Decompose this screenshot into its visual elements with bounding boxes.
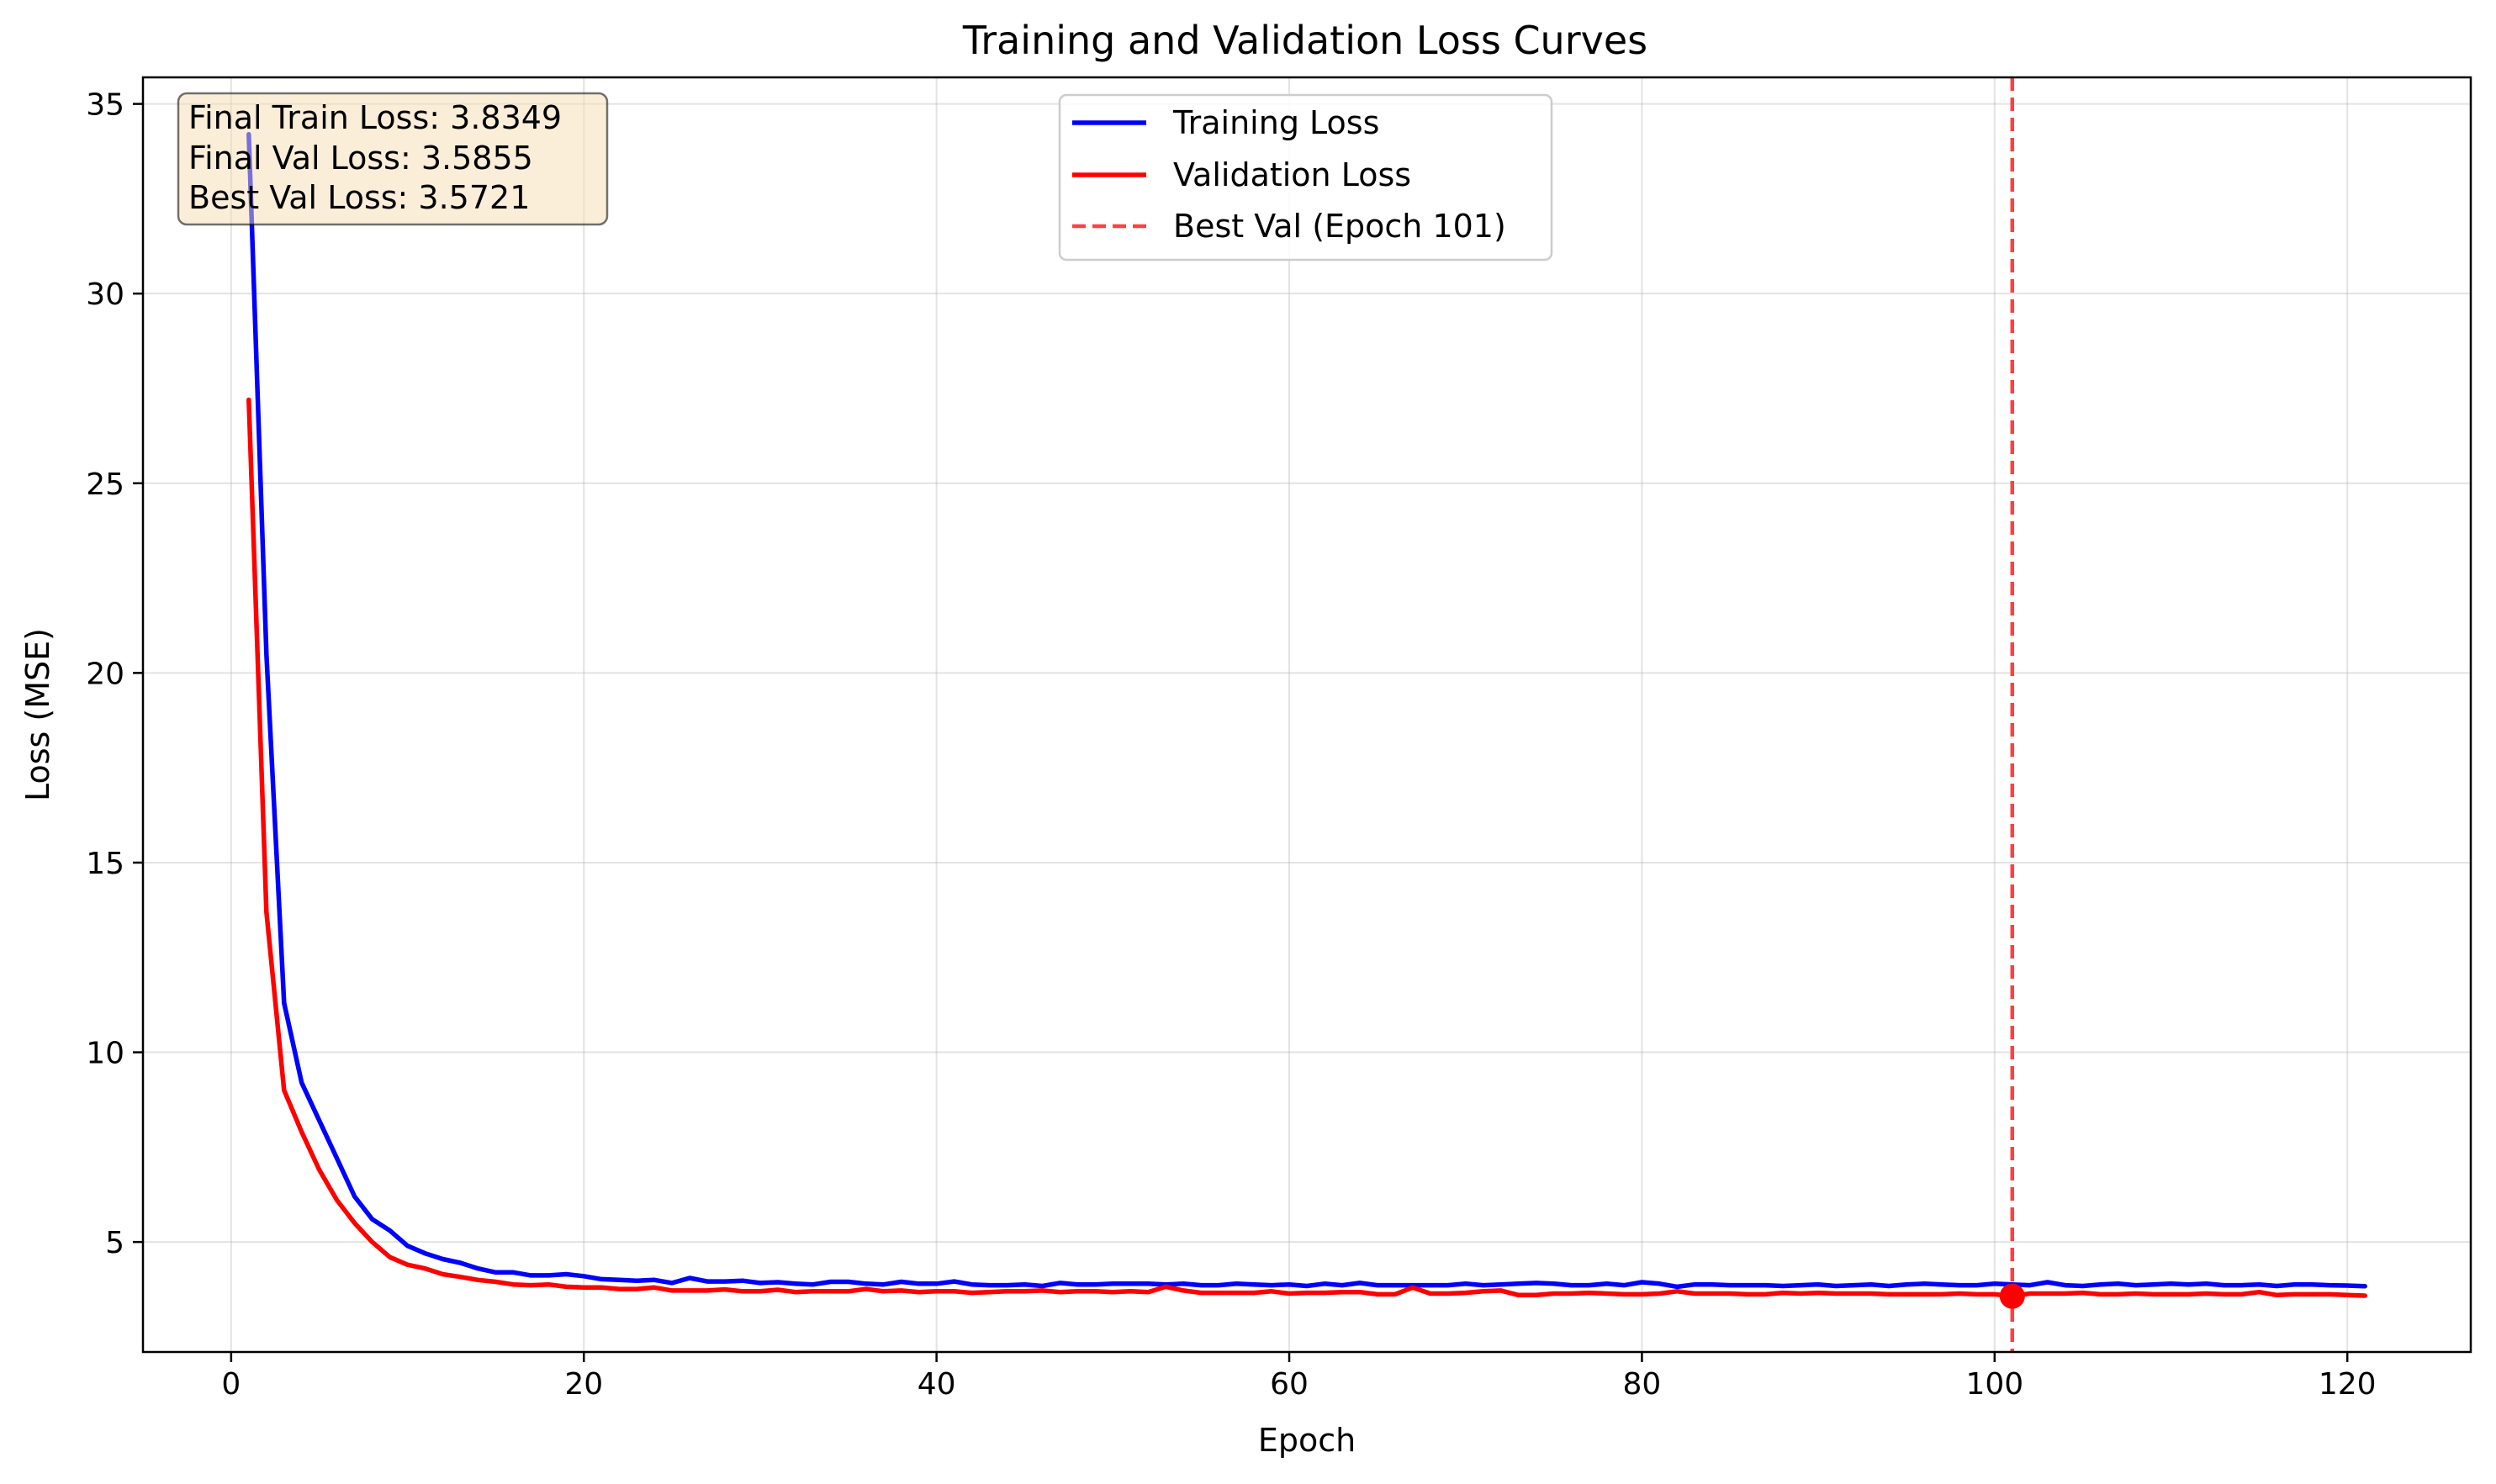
x-tick-label: 40: [917, 1367, 956, 1402]
stats-box-background: [177, 92, 609, 226]
y-tick-label: 20: [86, 657, 124, 691]
x-tick-label: 60: [1270, 1367, 1309, 1402]
x-tick-label: 120: [2319, 1367, 2377, 1402]
legend-label-validation: Validation Loss: [1173, 156, 1411, 193]
legend-label-training: Training Loss: [1172, 104, 1379, 141]
x-axis-label: Epoch: [1258, 1422, 1356, 1459]
y-axis-label: Loss (MSE): [19, 628, 56, 801]
best-val-marker: [1999, 1283, 2025, 1309]
stats-best-val: Best Val Loss: 3.5721: [188, 179, 530, 216]
legend-label-best-val: Best Val (Epoch 101): [1173, 208, 1506, 245]
stats-final-train: Final Train Loss: 3.8349: [188, 99, 562, 136]
x-tick-label: 80: [1623, 1367, 1662, 1402]
y-tick-label: 30: [86, 277, 124, 312]
stats-box: Final Train Loss: 3.8349 Final Val Loss:…: [177, 92, 609, 226]
axis-ticks: 0 20 40 60 80 100 120 5 10 15 20 25 30 35: [86, 88, 2376, 1402]
x-tick-label: 0: [221, 1367, 241, 1402]
chart-title: Training and Validation Loss Curves: [962, 18, 1647, 63]
stats-final-val: Final Val Loss: 3.5855: [188, 140, 533, 177]
y-tick-label: 10: [86, 1037, 124, 1071]
y-tick-label: 15: [86, 847, 124, 881]
y-tick-label: 25: [86, 467, 124, 502]
x-tick-label: 100: [1965, 1367, 2023, 1402]
best-val-layer: [1999, 77, 2025, 1352]
legend: Training Loss Validation Loss Best Val (…: [1058, 93, 1553, 261]
x-tick-label: 20: [564, 1367, 603, 1402]
legend-frame: [1058, 93, 1553, 261]
plot-frame: [141, 76, 2472, 1354]
y-tick-label: 35: [86, 88, 124, 123]
y-tick-label: 5: [105, 1226, 124, 1260]
